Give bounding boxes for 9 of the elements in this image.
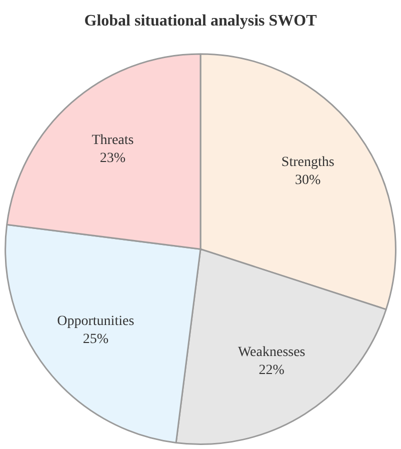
slice-label: Weaknesses [238,344,306,360]
slice-label: Threats [92,133,134,148]
data-label: 30% [295,172,322,188]
data-label: 25% [82,332,109,348]
slice-label: Opportunities [57,314,134,330]
chart-title: Global situational analysis SWOT [84,12,318,30]
data-label: 23% [100,151,126,166]
slice-label: Strengths [281,154,334,170]
data-label: 22% [258,362,285,378]
